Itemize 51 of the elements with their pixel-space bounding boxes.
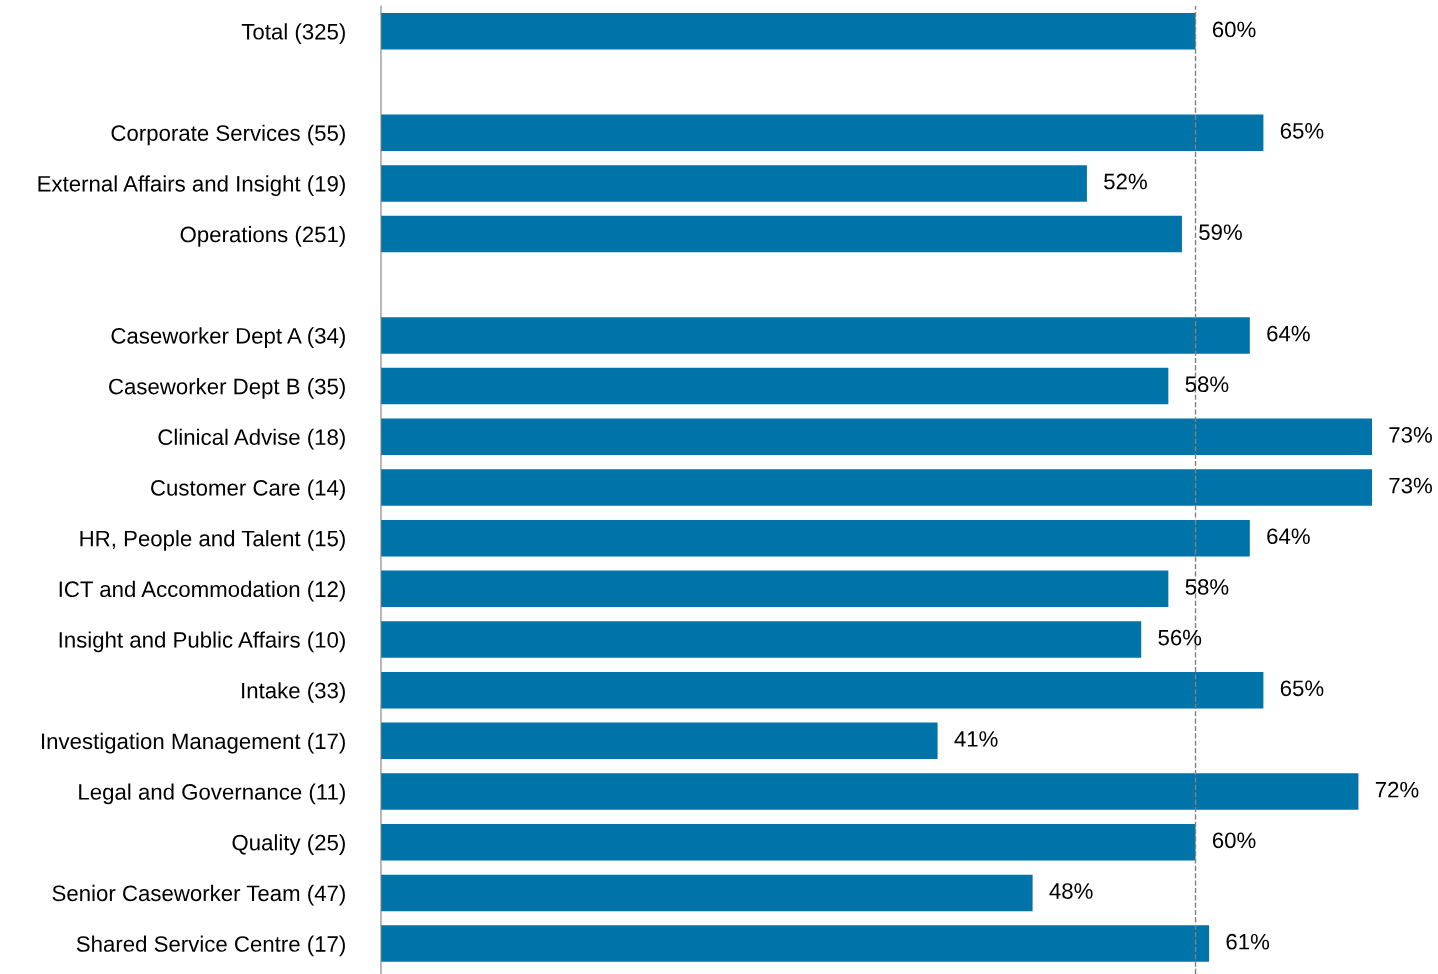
y-tick-label: ICT and Accommodation (12) [59,580,345,602]
bar [381,621,1142,658]
bar [381,874,1033,912]
data-label: 65% [1280,680,1324,697]
y-tick-label: Quality (25) [232,834,345,855]
y-tick-label: Senior Caseworker Team (47) [52,884,345,906]
bar [381,671,1264,709]
data-label: 41% [954,731,998,747]
data-label: 52% [1104,173,1147,190]
y-tick-label: Shared Service Centre (17) [76,935,345,957]
y-tick-label: Clinical Advise (18) [158,428,345,450]
data-label: 73% [1389,427,1432,443]
data-label: 65% [1280,122,1324,139]
y-tick-label: Corporate Services (55) [111,124,345,146]
bar [381,570,1169,608]
y-tick-label: HR, People and Talent (15) [80,530,345,551]
bar [381,823,1196,861]
data-label: 64% [1267,528,1310,545]
y-tick-label: Total (325) [241,23,345,44]
y-tick-label: Intake (33) [242,682,345,703]
y-tick-label: Insight and Public Affairs (10) [59,631,345,653]
bar [381,469,1372,506]
y-tick-label: Legal and Governance (11) [79,783,345,805]
bar [381,165,1087,202]
data-label: 59% [1199,224,1242,241]
data-label: 60% [1212,832,1256,849]
bar [381,925,1210,962]
y-tick-label: Investigation Management (17) [42,732,345,754]
y-tick-label: Caseworker Dept A (34) [111,327,345,349]
data-label: 58% [1185,579,1229,595]
data-label: 64% [1267,325,1310,342]
data-label: 48% [1049,883,1093,899]
y-tick-label: Customer Care (14) [151,479,345,501]
bar [381,418,1372,456]
data-label: 61% [1226,933,1270,950]
bar [381,317,1250,354]
bar [381,519,1250,557]
bar [381,215,1182,253]
data-label: 56% [1158,629,1202,646]
data-label: 60% [1212,21,1256,38]
data-label: 73% [1389,477,1432,494]
y-tick-label: Caseworker Dept B (35) [109,378,345,399]
bar [381,13,1196,50]
bar [381,773,1359,810]
bar [381,367,1169,405]
bar [381,722,938,760]
bar [381,114,1264,151]
data-label: 58% [1185,376,1229,393]
y-tick-label: External Affairs and Insight (19) [38,175,345,197]
y-tick-label: Operations (251) [180,226,345,247]
data-label: 72% [1375,781,1419,798]
